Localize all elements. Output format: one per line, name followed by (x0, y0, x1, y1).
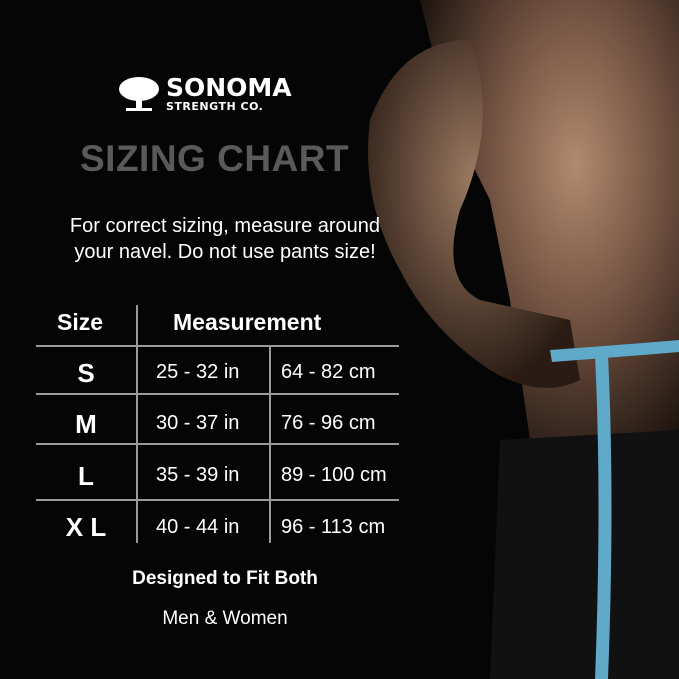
cm-s: 64 - 82 cm (281, 361, 376, 383)
divider (36, 499, 399, 501)
instructions-line: your navel. Do not use pants size! (74, 241, 376, 263)
size-s: S (77, 358, 95, 388)
instructions-line: For correct sizing, measure around (69, 215, 381, 237)
cm-l: 89 - 100 cm (281, 464, 387, 486)
size-xl: X L (65, 512, 107, 542)
size-m: M (75, 409, 97, 439)
divider (36, 345, 399, 347)
footer-line-1: Designed to Fit Both (132, 568, 318, 589)
inches-m: 30 - 37 in (156, 412, 240, 434)
divider (269, 346, 271, 543)
model-photo (368, 0, 679, 679)
divider (36, 393, 399, 395)
inches-l: 35 - 39 in (156, 464, 240, 486)
brand-name: SONOMA (166, 73, 292, 102)
inches-s: 25 - 32 in (156, 361, 240, 383)
footer-line-2: Men & Women (162, 608, 288, 629)
page-title: SIZING CHART (80, 138, 350, 179)
size-l: L (78, 461, 94, 491)
brand-subtitle: STRENGTH CO. (166, 100, 264, 113)
divider (136, 305, 138, 543)
cm-xl: 96 - 113 cm (281, 516, 386, 538)
cm-m: 76 - 96 cm (281, 412, 376, 434)
brand-logo: SONOMA STRENGTH CO. (118, 75, 292, 113)
divider (36, 443, 399, 445)
header-measurement: Measurement (173, 309, 322, 335)
inches-xl: 40 - 44 in (156, 516, 240, 538)
header-size: Size (57, 309, 104, 335)
tree-icon (119, 77, 159, 111)
instructions: For correct sizing, measure around your … (40, 213, 410, 265)
